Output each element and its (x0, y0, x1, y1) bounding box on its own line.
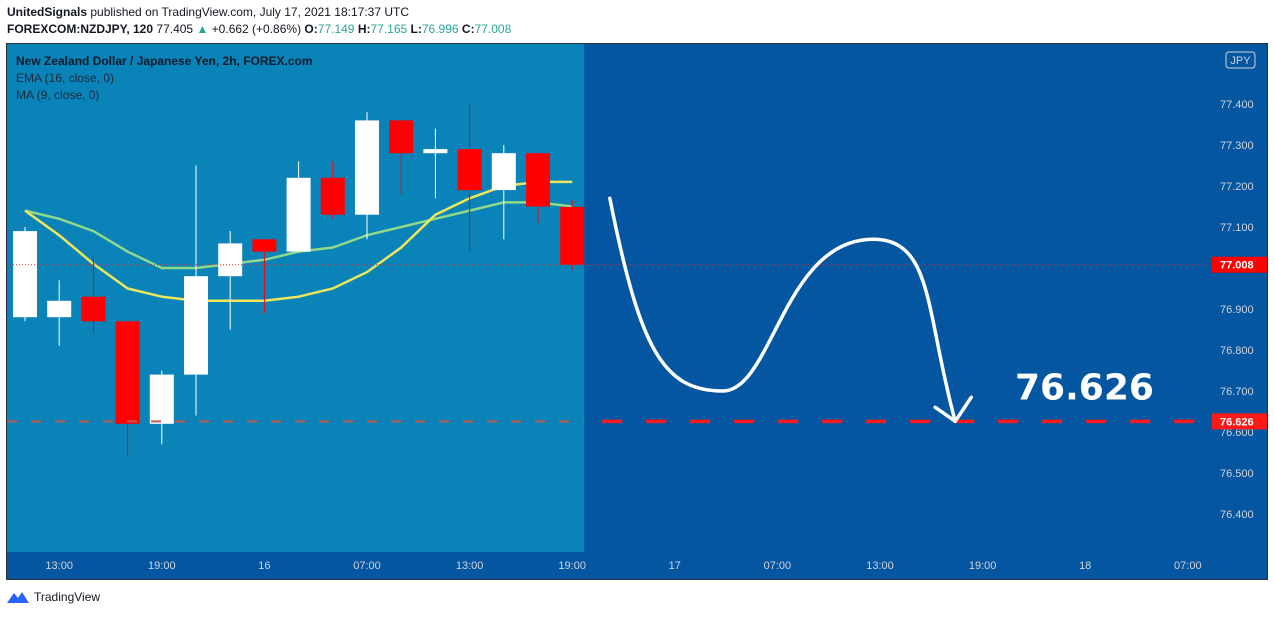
close-label: C: (461, 22, 475, 36)
bearish-candle[interactable] (81, 296, 106, 322)
published-text: published on TradingView.com, July 17, 2… (90, 5, 410, 19)
bearish-candle[interactable] (252, 239, 277, 252)
projection-wave[interactable] (608, 196, 957, 424)
high-value: 77.165 (370, 22, 408, 36)
target-price-badge: 76.626 (1220, 416, 1254, 428)
ohlc-header: FOREXCOM:NZDJPY, 120 77.405 ▲ +0.662 (+0… (7, 22, 511, 36)
last-price: 77.405 (156, 22, 194, 36)
open-value: 77.149 (317, 22, 355, 36)
publish-info: UnitedSignals published on TradingView.c… (7, 5, 409, 19)
bullish-candle[interactable] (286, 177, 311, 252)
symbol-label: FOREXCOM:NZDJPY, 120 (7, 22, 154, 36)
currency-badge[interactable]: JPY (1230, 55, 1251, 67)
open-label: O: (304, 22, 318, 36)
footer: TradingView (6, 590, 100, 604)
y-tick-label: 76.800 (1220, 345, 1254, 357)
low-label: L: (410, 22, 422, 36)
y-tick-label: 77.200 (1220, 181, 1254, 193)
y-tick-label: 77.100 (1220, 222, 1254, 234)
x-tick-label: 07:00 (764, 560, 792, 572)
chart-panel[interactable]: 77.40077.30077.20077.10077.00076.90076.8… (6, 43, 1268, 580)
target-price-badge-box (1212, 413, 1267, 430)
x-tick-label: 19:00 (969, 560, 997, 572)
x-tick-label: 07:00 (353, 560, 381, 572)
bearish-candle[interactable] (389, 120, 414, 154)
x-tick-label: 18 (1079, 560, 1091, 572)
tradingview-logo-icon (7, 592, 29, 603)
y-tick-label: 76.400 (1220, 509, 1254, 521)
x-tick-label: 13:00 (45, 560, 73, 572)
bullish-candle[interactable] (218, 243, 243, 277)
y-tick-label: 76.500 (1220, 468, 1254, 480)
ema-legend[interactable]: EMA (16, close, 0) (16, 71, 115, 85)
x-tick-label: 19:00 (558, 560, 586, 572)
change-value: +0.662 (+0.86%) (211, 22, 302, 36)
y-tick-label: 77.300 (1220, 140, 1254, 152)
target-price-label: 76.626 (1015, 367, 1154, 408)
low-value: 76.996 (421, 22, 459, 36)
x-axis-strip (7, 552, 1267, 579)
x-tick-label: 19:00 (148, 560, 176, 572)
bullish-candle[interactable] (47, 300, 72, 318)
chart-title: New Zealand Dollar / Japanese Yen, 2h, F… (16, 54, 313, 68)
currency-badge-box[interactable] (1225, 51, 1256, 69)
x-tick-label: 07:00 (1174, 560, 1202, 572)
bearish-candle[interactable] (457, 149, 482, 191)
y-tick-label: 77.400 (1220, 99, 1254, 111)
bearish-candle[interactable] (320, 177, 345, 215)
last-price-badge-box (1212, 256, 1267, 273)
bullish-candle[interactable] (355, 120, 379, 215)
high-label: H: (357, 22, 371, 36)
change-up-icon: ▲ (196, 22, 209, 36)
y-tick-label: 76.900 (1220, 304, 1254, 316)
x-tick-label: 16 (258, 560, 270, 572)
projection-arrowhead (933, 395, 973, 424)
x-tick-label: 13:00 (456, 560, 484, 572)
y-tick-label: 76.600 (1220, 427, 1254, 439)
chart-legend: New Zealand Dollar / Japanese Yen, 2h, F… (16, 53, 313, 104)
y-tick-label: 76.700 (1220, 386, 1254, 398)
ma-line (24, 180, 573, 303)
bearish-candle[interactable] (115, 321, 140, 424)
bullish-candle[interactable] (184, 276, 208, 375)
x-tick-label: 13:00 (866, 560, 894, 572)
bearish-candle[interactable] (526, 153, 550, 207)
bullish-candle[interactable] (491, 153, 516, 191)
footer-brand[interactable]: TradingView (34, 590, 101, 604)
price-chart[interactable]: 77.40077.30077.20077.10077.00076.90076.8… (7, 44, 1267, 579)
bearish-candle[interactable] (560, 206, 585, 265)
author-name[interactable]: UnitedSignals (7, 5, 88, 19)
ma-legend[interactable]: MA (9, close, 0) (16, 88, 100, 102)
close-value: 77.008 (474, 22, 512, 36)
bullish-candle[interactable] (149, 374, 174, 424)
last-price-badge: 77.008 (1220, 260, 1254, 272)
bullish-candle[interactable] (13, 231, 37, 318)
x-tick-label: 17 (669, 560, 681, 572)
bullish-candle[interactable] (423, 149, 448, 154)
